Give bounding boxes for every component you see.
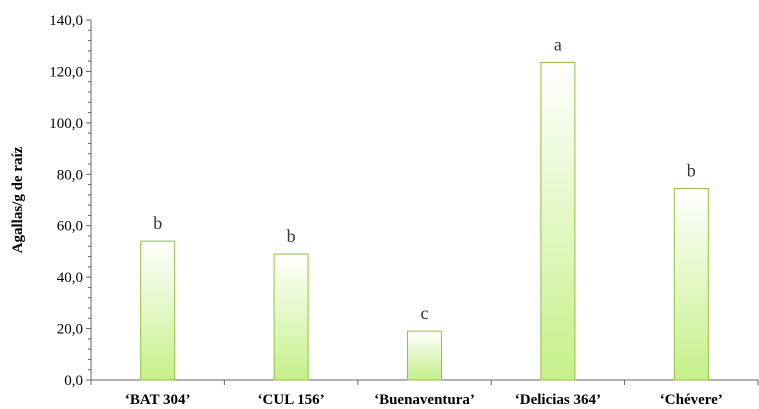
category-label: ‘Chévere’ xyxy=(660,392,723,408)
bar xyxy=(407,330,442,381)
significance-letter: c xyxy=(421,303,429,323)
category-label: ‘CUL 156’ xyxy=(258,392,325,408)
bar xyxy=(540,61,576,381)
y-tick-label: 20,0 xyxy=(57,322,83,338)
y-tick-label: 40,0 xyxy=(57,270,83,286)
y-tick-label: 140,0 xyxy=(49,13,83,29)
category-labels: ‘BAT 304’ ‘CUL 156’ ‘Buenaventura’ ‘Delicia… xyxy=(125,392,723,408)
x-axis-ticks xyxy=(90,380,759,385)
y-tick-label: 0,0 xyxy=(64,373,83,389)
significance-labels: b b c a b xyxy=(153,34,696,323)
bars-group xyxy=(140,61,709,381)
bar xyxy=(673,187,709,381)
category-label: ‘Delicias 364’ xyxy=(515,392,601,408)
y-tick-label: 100,0 xyxy=(49,116,83,132)
category-label: ‘Buenaventura’ xyxy=(374,392,475,408)
significance-letter: b xyxy=(153,213,162,233)
y-tick-label: 120,0 xyxy=(49,64,83,80)
y-tick-label: 80,0 xyxy=(57,167,83,183)
bar xyxy=(273,253,309,381)
y-axis-ticks: 0,0 20,0 40,0 60,0 80,0 100,0 120,0 140,0 xyxy=(49,13,91,389)
y-tick-label: 60,0 xyxy=(57,219,83,235)
bar xyxy=(140,240,176,381)
significance-letter: b xyxy=(687,160,696,180)
y-axis-title: Agallas/g de raíz xyxy=(10,146,26,253)
category-label: ‘BAT 304’ xyxy=(125,392,191,408)
significance-letter: b xyxy=(287,226,296,246)
significance-letter: a xyxy=(554,34,562,54)
